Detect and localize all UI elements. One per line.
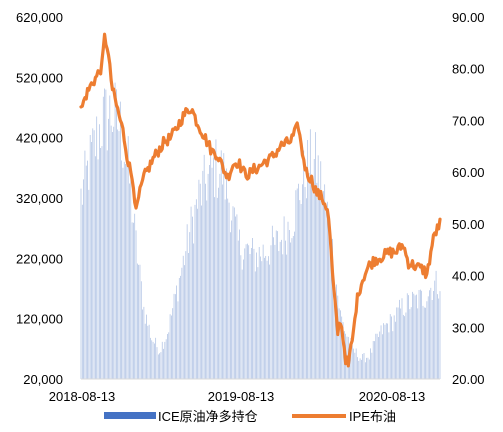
right-axis-tick-label: 50.00 [452,217,485,232]
right-axis-ticks: 20.00 30.00 40.00 50.00 60.00 70.00 80.00 90.00 [452,10,485,387]
line-series-path [79,32,442,368]
left-axis-tick-label: 20,000 [23,372,63,387]
line-series [79,32,442,368]
left-axis-tick-label: 420,000 [16,131,63,146]
right-axis-tick-label: 90.00 [452,10,485,25]
x-axis-tick-label: 2018-08-13 [49,389,116,404]
legend: ICE原油净多持仓 IPE布油 [104,409,396,424]
x-axis-tick-label: 2020-08-13 [359,389,426,404]
left-axis-tick-label: 120,000 [16,312,63,327]
right-axis-tick-label: 80.00 [452,62,485,77]
left-axis-tick-label: 320,000 [16,191,63,206]
legend-bar-swatch [104,412,156,419]
right-axis-tick-label: 70.00 [452,113,485,128]
x-axis-tick-label: 2019-08-13 [208,389,275,404]
left-axis-tick-label: 520,000 [16,70,63,85]
right-axis-tick-label: 20.00 [452,372,485,387]
left-axis-ticks: 20,000 120,000 220,000 320,000 420,000 520,00… [16,10,63,387]
legend-bar-label: ICE原油净多持仓 [158,409,258,424]
x-axis-ticks: 2018-08-13 2019-08-13 2020-08-13 [49,389,426,404]
right-axis-tick-label: 40.00 [452,269,485,284]
left-axis-tick-label: 220,000 [16,251,63,266]
right-axis-tick-label: 60.00 [452,165,485,180]
left-axis-tick-label: 620,000 [16,10,63,25]
right-axis-tick-label: 30.00 [452,320,485,335]
legend-line-label: IPE布油 [349,409,396,424]
bar-series [80,82,441,379]
